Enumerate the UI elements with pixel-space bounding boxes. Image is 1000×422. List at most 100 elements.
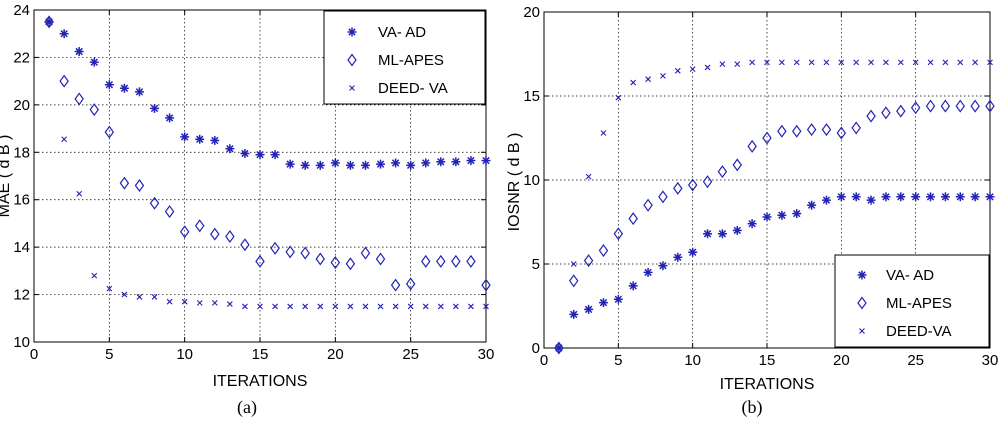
data-point — [673, 181, 683, 195]
data-point — [121, 291, 128, 298]
data-point — [821, 195, 831, 205]
legend-marker-star — [347, 27, 357, 37]
data-point — [851, 192, 861, 202]
data-point — [749, 59, 756, 66]
data-point — [150, 103, 160, 113]
data-point — [285, 245, 295, 259]
data-point — [46, 18, 52, 25]
data-point — [747, 219, 757, 229]
data-point — [630, 79, 637, 86]
data-point — [927, 59, 934, 66]
y-tick-label: 20 — [13, 97, 30, 114]
legend-label-deed-va-a: DEED- VA — [378, 80, 448, 97]
data-point — [808, 59, 815, 66]
data-point — [643, 267, 653, 277]
data-point — [689, 66, 696, 73]
legend-label-deed-va-b: DEED-VA — [886, 323, 952, 340]
data-point — [376, 159, 386, 169]
y-tick-label: 0 — [532, 340, 540, 357]
data-point — [598, 244, 609, 258]
data-point — [881, 106, 891, 120]
legend-markers-a — [347, 27, 357, 91]
data-point — [347, 303, 354, 310]
data-point — [717, 165, 728, 179]
data-point — [257, 303, 263, 310]
data-point — [59, 29, 69, 39]
y-tick-label: 14 — [13, 239, 30, 256]
y-tick-label: 20 — [523, 4, 540, 21]
data-point — [717, 229, 727, 239]
x-tick-label: 30 — [478, 346, 495, 363]
data-point — [792, 209, 802, 219]
legend-label-ml-apes-a: ML-APES — [378, 52, 444, 69]
data-point — [195, 134, 205, 144]
data-point — [181, 298, 188, 305]
data-point — [554, 341, 564, 355]
data-point — [942, 59, 949, 66]
ticks-b: 0 5 10 15 20 25 30 0 5 10 15 20 — [523, 4, 998, 369]
data-point — [300, 160, 310, 170]
data-point — [925, 99, 936, 113]
data-point — [868, 59, 874, 66]
data-point — [853, 59, 860, 66]
data-point — [688, 247, 698, 257]
data-point — [330, 158, 340, 168]
data-point — [452, 303, 459, 310]
data-point — [598, 298, 608, 308]
data-point — [940, 99, 951, 113]
data-point — [957, 59, 964, 66]
y-tick-label: 22 — [13, 49, 30, 66]
data-point — [270, 241, 280, 255]
data-point — [468, 303, 474, 310]
data-point — [793, 59, 800, 66]
data-point — [302, 303, 309, 310]
data-point — [987, 59, 993, 66]
legend-marker-diamond — [857, 296, 867, 310]
data-point — [315, 160, 325, 170]
data-point — [210, 227, 220, 241]
legend-marker-diamond — [347, 53, 357, 67]
data-point — [658, 261, 668, 271]
x-tick-label: 10 — [684, 352, 701, 369]
chart-panel-b: 0 5 10 15 20 25 30 0 5 10 15 20 ITERATIONS IOSNR ( … — [506, 4, 998, 418]
data-point — [585, 173, 592, 180]
data-point — [240, 148, 250, 158]
data-point — [134, 178, 145, 193]
data-point — [972, 59, 979, 66]
data-point — [584, 304, 594, 314]
data-point — [836, 192, 846, 202]
data-point — [119, 176, 130, 190]
data-point — [240, 238, 250, 252]
x-axis-label-a: ITERATIONS — [213, 373, 308, 390]
y-tick-label: 18 — [13, 144, 30, 161]
data-point — [702, 175, 713, 189]
data-point — [568, 274, 579, 288]
data-point — [180, 132, 190, 142]
data-point — [660, 72, 666, 79]
data-point — [645, 76, 651, 83]
data-point — [838, 59, 845, 66]
data-point — [375, 252, 386, 266]
legend-markers-b — [857, 270, 867, 334]
data-point — [360, 246, 371, 260]
data-point — [270, 150, 280, 160]
x-tick-label: 15 — [252, 346, 269, 363]
x-tick-label: 0 — [540, 352, 548, 369]
data-point — [704, 64, 711, 71]
data-point — [89, 103, 100, 117]
data-point — [910, 101, 921, 115]
data-point — [179, 225, 190, 239]
data-point — [407, 303, 414, 310]
data-point — [762, 212, 772, 222]
data-point — [330, 256, 341, 270]
data-point — [89, 57, 99, 67]
series-x-a — [46, 18, 489, 310]
data-point — [555, 345, 562, 351]
data-point — [883, 59, 889, 66]
data-point — [149, 196, 160, 210]
legend-a: VA- AD ML-APES DEED- VA — [323, 10, 486, 105]
legend-marker-x — [859, 328, 865, 334]
data-point — [658, 190, 668, 204]
